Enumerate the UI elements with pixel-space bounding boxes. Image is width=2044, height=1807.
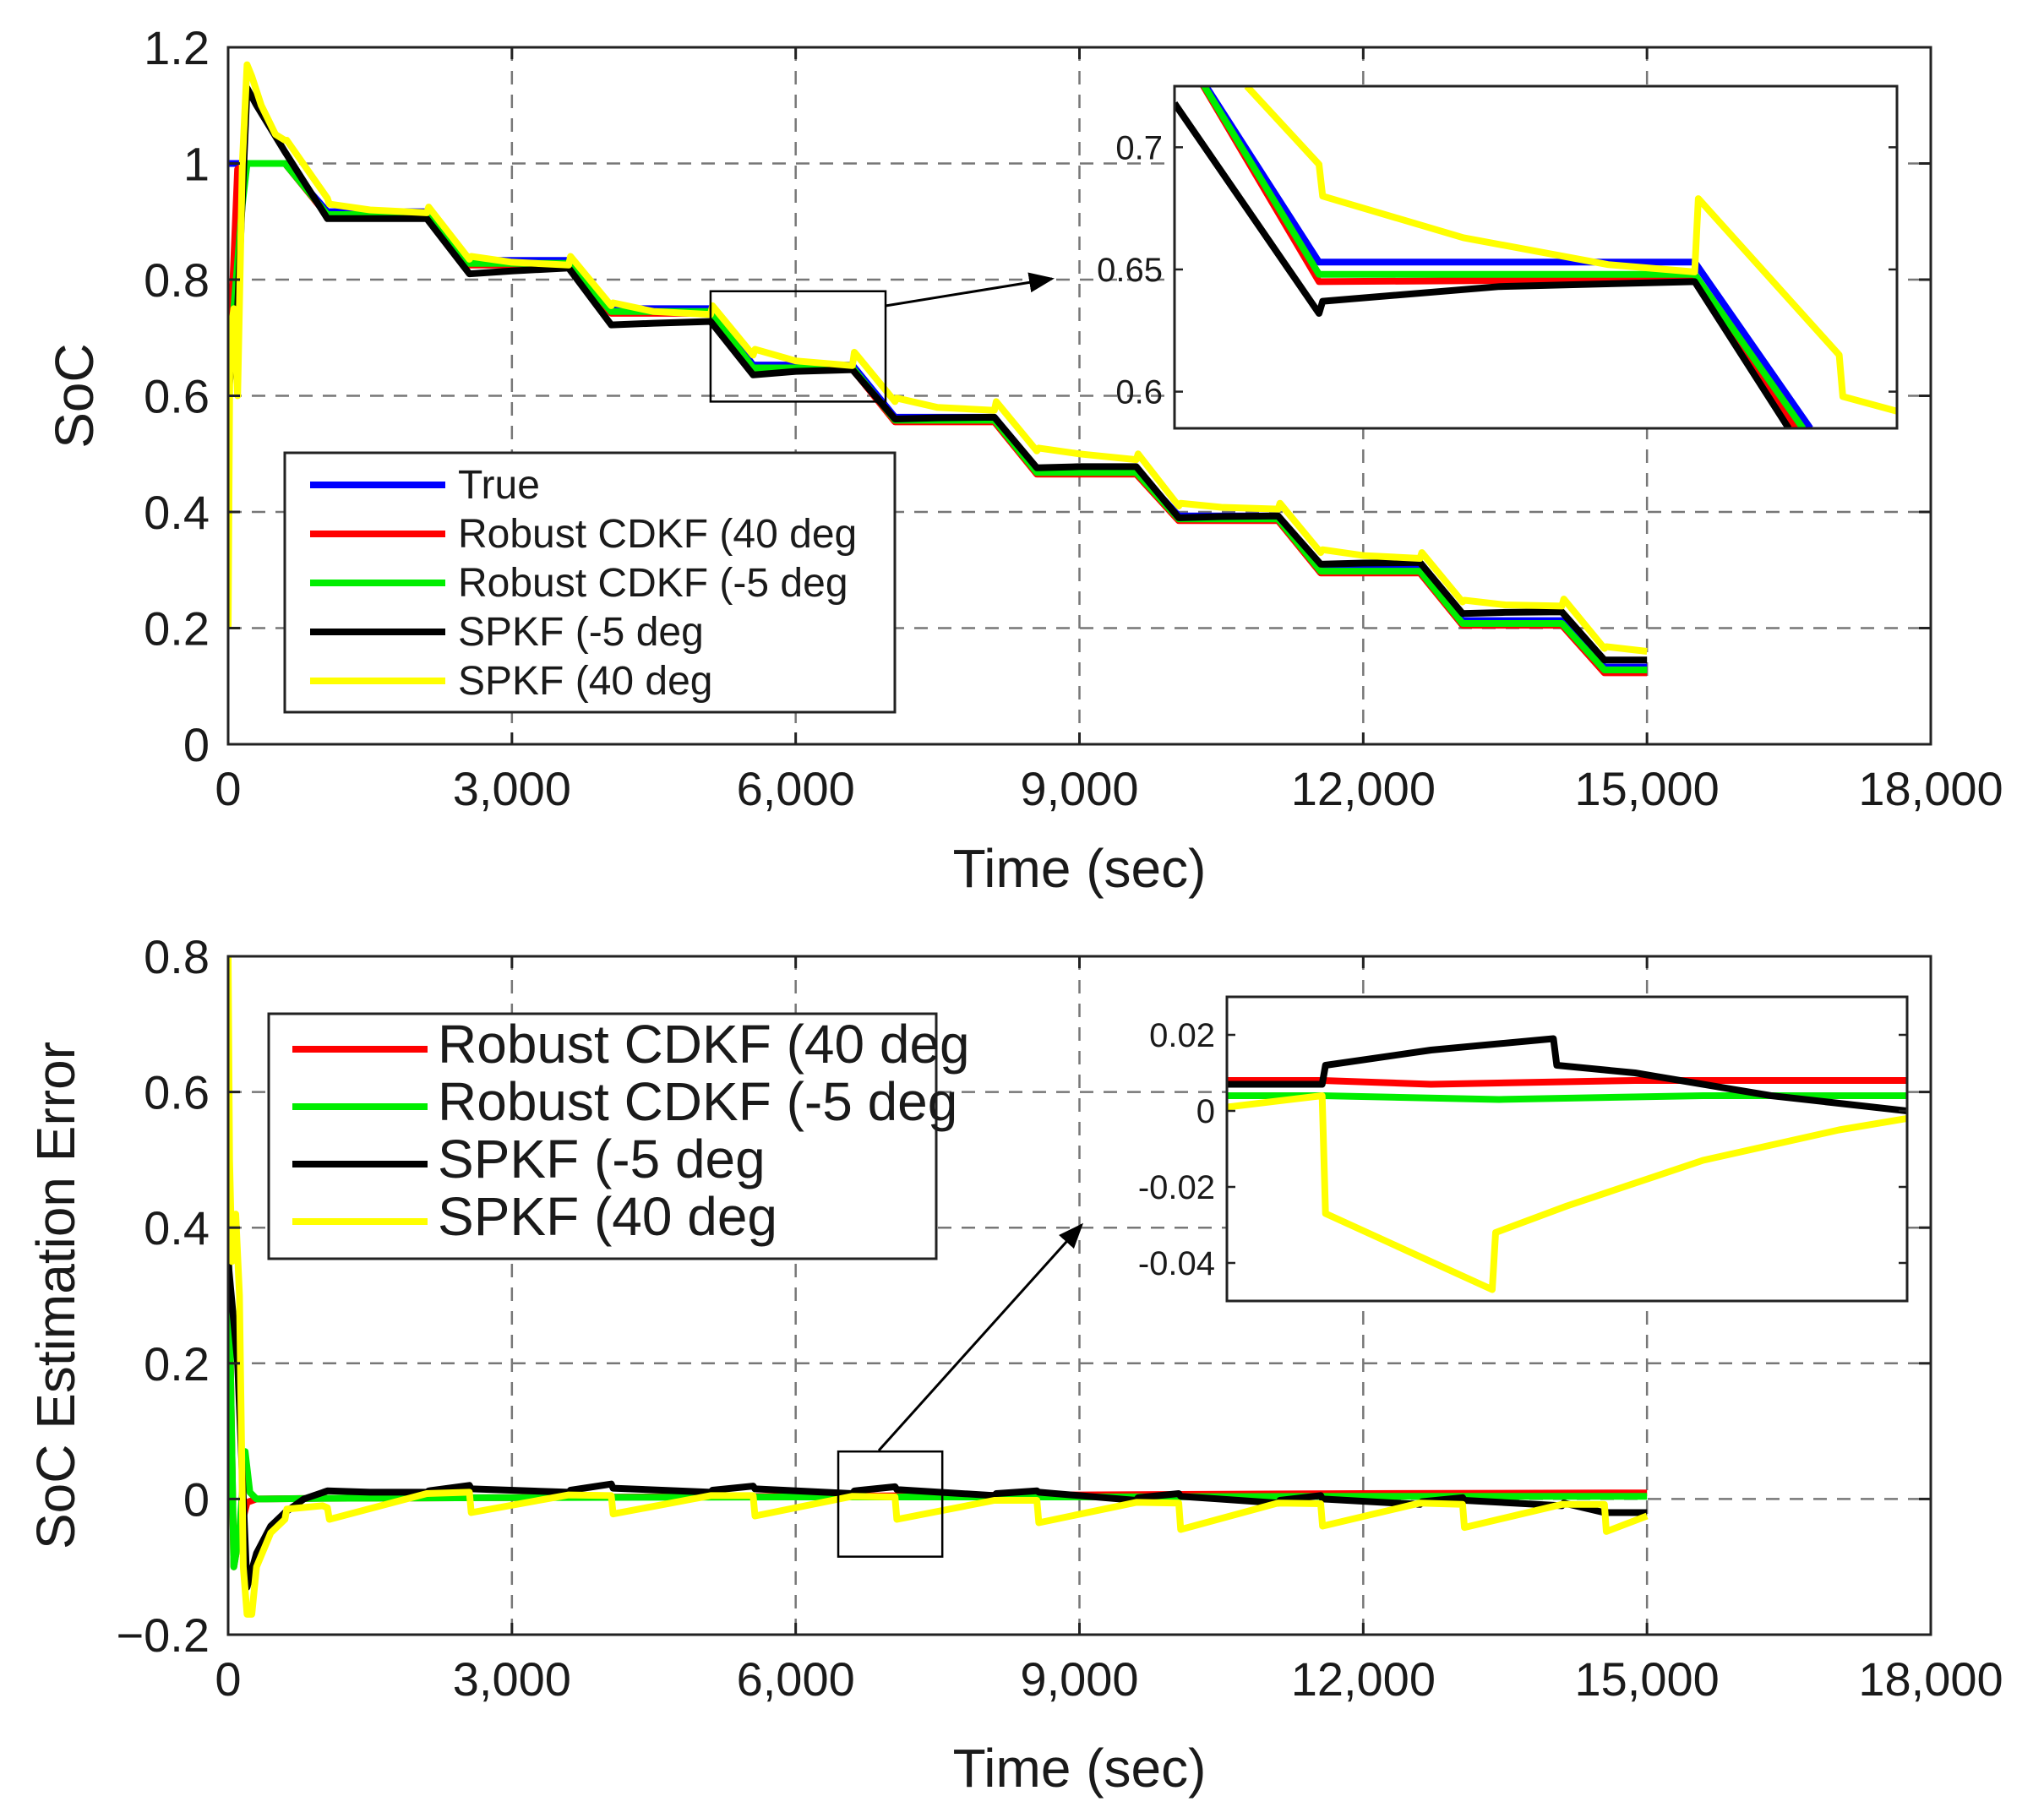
zoom-arrow <box>885 272 1055 308</box>
inset-series-line-4 <box>1244 86 1897 415</box>
y-axis-label: SoC Estimation Error <box>25 1042 86 1549</box>
x-axis-label: Time (sec) <box>953 1738 1207 1799</box>
inset-series-line-2 <box>1200 86 1807 428</box>
inset-y-tick-label: 0 <box>1196 1093 1215 1130</box>
y-tick-label: 0.4 <box>144 486 210 539</box>
series-group <box>228 956 1649 1618</box>
inset-frame <box>1225 995 1909 1303</box>
x-tick-label: 3,000 <box>453 762 571 815</box>
inset: 0.6 0.65 0.7 <box>1097 84 1899 430</box>
series-line-2 <box>228 1260 1648 1591</box>
legend-box <box>267 1012 938 1260</box>
y-tick-label: 1.2 <box>144 21 210 74</box>
inset-series-group <box>1175 86 1897 428</box>
y-tick-label: 0.6 <box>144 370 210 423</box>
legend-label-3: SPKF (40 deg <box>438 1186 777 1247</box>
x-tick-label: 18,000 <box>1858 1652 2003 1706</box>
inset-series-line-3 <box>1227 1092 1907 1293</box>
legend-label-4: SPKF (40 deg <box>458 659 713 704</box>
y-tick-label: 0.2 <box>144 602 210 656</box>
x-tick-label: 3,000 <box>453 1652 571 1706</box>
legend-label-0: True <box>458 463 540 508</box>
x-axis-label: Time (sec) <box>953 838 1207 899</box>
x-tick-label: 6,000 <box>737 1652 855 1706</box>
y-tick-label: 0.4 <box>144 1201 210 1255</box>
inset-series-line-2 <box>1227 1035 1907 1114</box>
inset: -0.04 -0.02 0 0.02 <box>1138 995 1909 1303</box>
soc-error-chart: 0 3,000 6,000 9,000 12,000 15,000 18,000−0.200… <box>25 930 2003 1799</box>
inset-y-tick-label: 0.7 <box>1115 129 1163 166</box>
inset-y-tick-label: 0.02 <box>1149 1017 1215 1054</box>
x-tick-label: 9,000 <box>1020 762 1138 815</box>
inset-y-tick-label: -0.02 <box>1138 1169 1215 1206</box>
inset-y-tick-label: -0.04 <box>1138 1245 1215 1282</box>
y-tick-label: 0.8 <box>144 253 210 307</box>
legend-label-0: Robust CDKF (40 deg <box>438 1014 970 1075</box>
y-tick-label: 1 <box>183 138 210 191</box>
y-tick-label: −0.2 <box>116 1608 210 1662</box>
inset-y-tick-label: 0.6 <box>1115 374 1163 411</box>
legend-label-3: SPKF (-5 deg <box>458 610 704 655</box>
legend-label-2: SPKF (-5 deg <box>438 1129 766 1189</box>
x-tick-label: 15,000 <box>1575 762 1720 815</box>
y-tick-label: 0.2 <box>144 1337 210 1391</box>
inset-y-tick-label: 0.65 <box>1097 252 1163 289</box>
x-tick-label: 0 <box>215 762 241 815</box>
inset-series-line-0 <box>1227 1077 1907 1088</box>
x-tick-label: 12,000 <box>1291 1652 1436 1706</box>
soc-chart: 0 3,000 6,000 9,000 12,000 15,000 18,000 0 0.2 0.… <box>44 21 2003 899</box>
series-line-3 <box>228 84 1648 664</box>
x-tick-label: 15,000 <box>1575 1652 1720 1706</box>
y-tick-label: 0 <box>183 1472 210 1526</box>
zoom-box <box>709 290 887 403</box>
x-tick-label: 0 <box>215 1652 241 1706</box>
zoom-box <box>837 1450 944 1558</box>
legend-label-1: Robust CDKF (40 deg <box>458 512 857 557</box>
zoom-arrow <box>877 1222 1084 1452</box>
legend-label-1: Robust CDKF (-5 deg <box>438 1071 957 1132</box>
legend-label-2: Robust CDKF (-5 deg <box>458 561 848 606</box>
inset-background <box>1227 997 1907 1301</box>
x-tick-label: 18,000 <box>1858 762 2003 815</box>
inset-series-line-3 <box>1175 101 1792 428</box>
inset-series-group <box>1227 1035 1907 1293</box>
y-tick-label: 0.8 <box>144 930 210 983</box>
y-tick-label: 0.6 <box>144 1066 210 1119</box>
series-line-4 <box>228 61 1648 655</box>
x-tick-label: 6,000 <box>737 762 855 815</box>
series-line-3 <box>228 956 1649 1618</box>
series-group <box>228 61 1648 677</box>
x-tick-label: 12,000 <box>1291 762 1436 815</box>
y-tick-label: 0 <box>183 718 210 771</box>
x-tick-label: 9,000 <box>1020 1652 1138 1706</box>
y-axis-label: SoC <box>44 343 105 449</box>
inset-frame <box>1173 84 1899 430</box>
